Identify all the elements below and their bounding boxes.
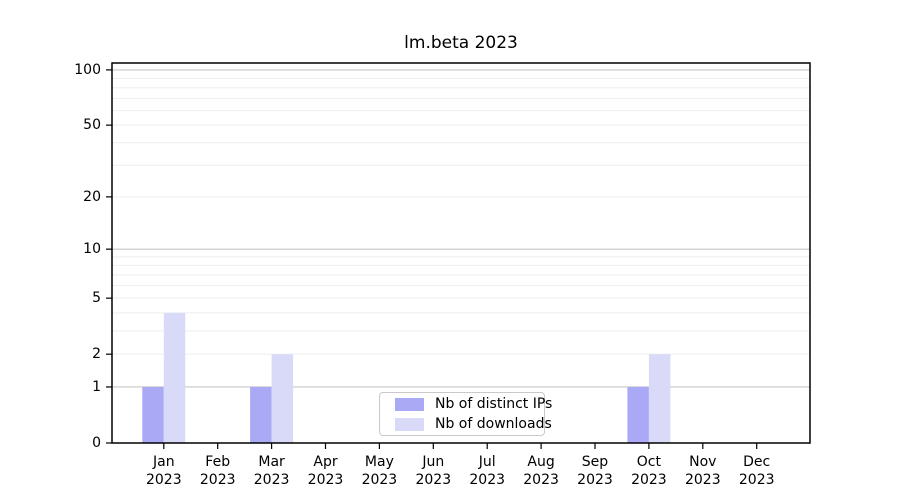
x-axis-tick-label-year: 2023 [415, 472, 451, 488]
x-axis-tick-label-year: 2023 [739, 472, 775, 488]
legend-label-downloads: Nb of downloads [435, 416, 552, 432]
x-axis-tick-label-month: Mar [258, 454, 285, 470]
legend-item-distinct-ips: Nb of distinct IPs [395, 396, 552, 412]
bar-distinct-ips-mar [250, 386, 272, 443]
y-axis-tick-label: 0 [92, 435, 101, 451]
x-axis-tick-label-year: 2023 [523, 472, 559, 488]
x-axis-tick-label-month: Apr [313, 454, 337, 470]
x-axis-tick-label-month: Sep [582, 454, 609, 470]
x-axis-tick-label-month: Nov [689, 454, 716, 470]
bar-downloads-oct [648, 354, 671, 443]
chart-title: lm.beta 2023 [404, 33, 518, 53]
legend: Nb of distinct IPs Nb of downloads [379, 392, 552, 436]
y-axis-tick-label: 20 [83, 189, 101, 205]
y-axis-tick-label: 10 [83, 241, 101, 257]
x-axis-tick-label-year: 2023 [308, 472, 344, 488]
y-axis-tick-label: 50 [83, 117, 101, 133]
plot-border [111, 62, 811, 444]
x-axis-tick-label-year: 2023 [631, 472, 667, 488]
x-axis-tick-label-year: 2023 [200, 472, 236, 488]
y-axis-tick-label: 2 [92, 346, 101, 362]
y-axis-tick-label: 1 [92, 379, 101, 395]
x-axis-tick-label-year: 2023 [362, 472, 398, 488]
legend-swatch-distinct-ips [395, 397, 424, 411]
x-axis-tick-label-year: 2023 [685, 472, 721, 488]
legend-label-distinct-ips: Nb of distinct IPs [435, 396, 553, 412]
x-axis-tick-label-month: Jan [152, 454, 175, 470]
bar-downloads-jan [163, 312, 186, 443]
bar-distinct-ips-oct [627, 386, 649, 443]
legend-swatch-downloads [395, 417, 424, 431]
bar-distinct-ips-jan [142, 386, 164, 443]
x-axis-tick-label-year: 2023 [146, 472, 182, 488]
y-axis-tick-label: 100 [74, 62, 101, 78]
legend-item-downloads: Nb of downloads [395, 416, 552, 432]
x-axis-tick-label-month: Aug [527, 454, 554, 470]
x-axis-tick-label-month: Feb [205, 454, 230, 470]
x-axis-tick-label-month: Dec [743, 454, 770, 470]
x-axis-tick-label-month: Jun [421, 454, 444, 470]
x-axis-tick-label-year: 2023 [254, 472, 290, 488]
x-axis-tick-label-year: 2023 [469, 472, 505, 488]
x-axis-tick-label-month: May [365, 454, 394, 470]
x-axis-tick-label-month: Oct [637, 454, 662, 470]
x-axis-tick-label-year: 2023 [577, 472, 613, 488]
y-axis-tick-label: 5 [92, 290, 101, 306]
x-axis-tick-label-month: Jul [478, 454, 496, 470]
bar-downloads-mar [271, 354, 294, 443]
